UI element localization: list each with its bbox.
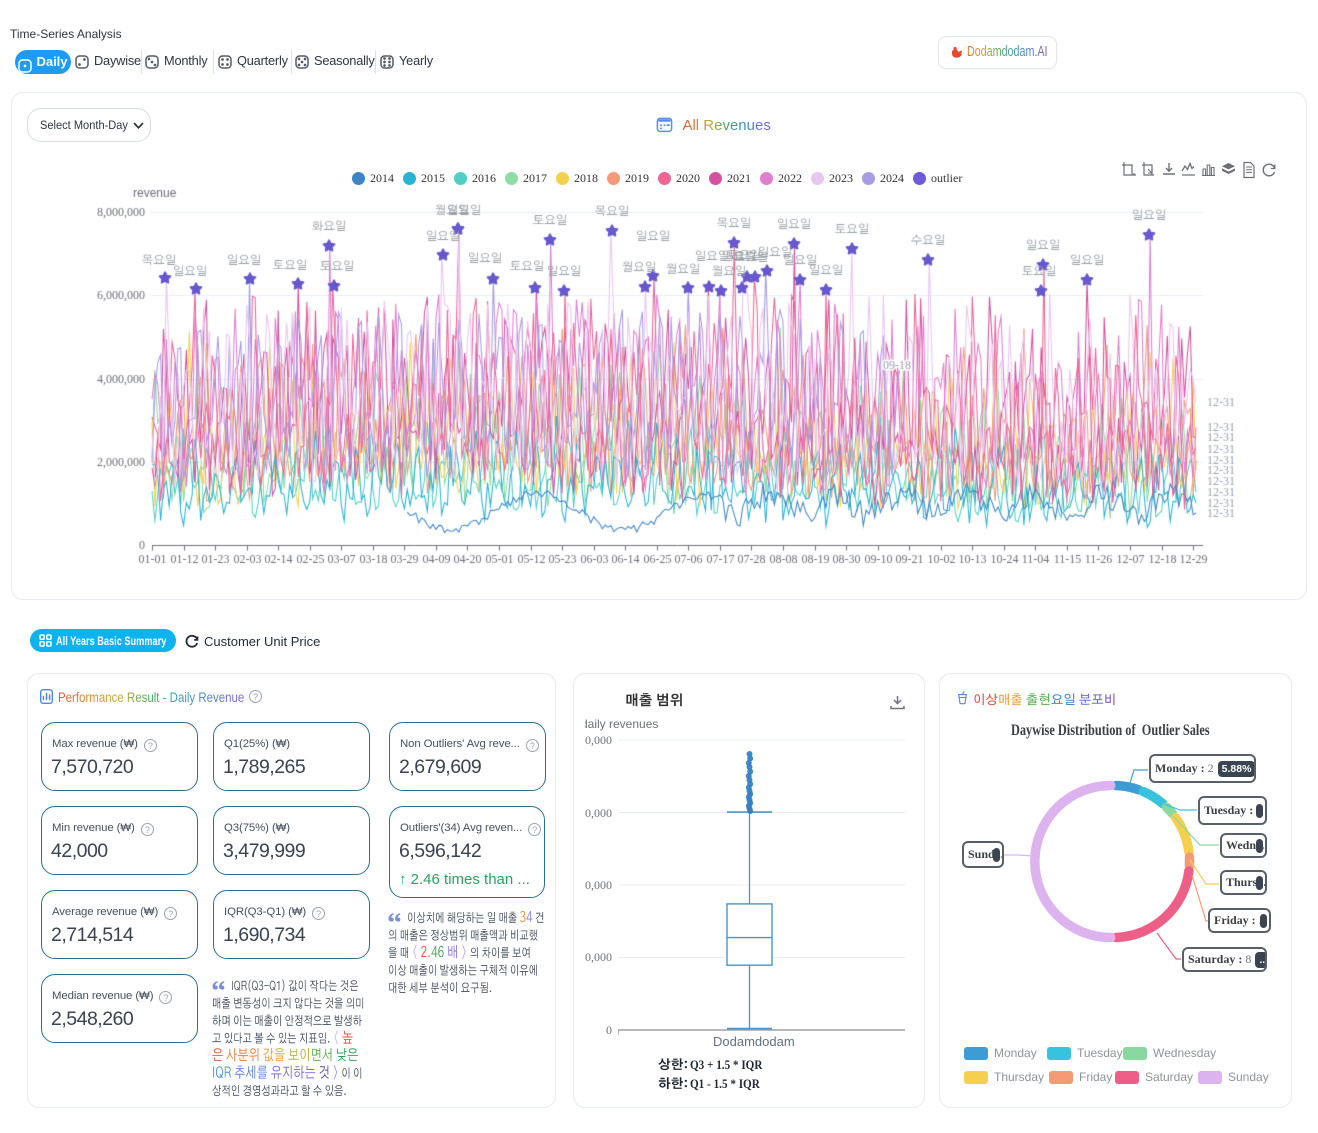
- svg-text:Q3 + 1.5 * IQR: Q3 + 1.5 * IQR: [690, 1057, 763, 1072]
- svg-text:Q1 - 1.5 * IQR: Q1 - 1.5 * IQR: [690, 1076, 760, 1091]
